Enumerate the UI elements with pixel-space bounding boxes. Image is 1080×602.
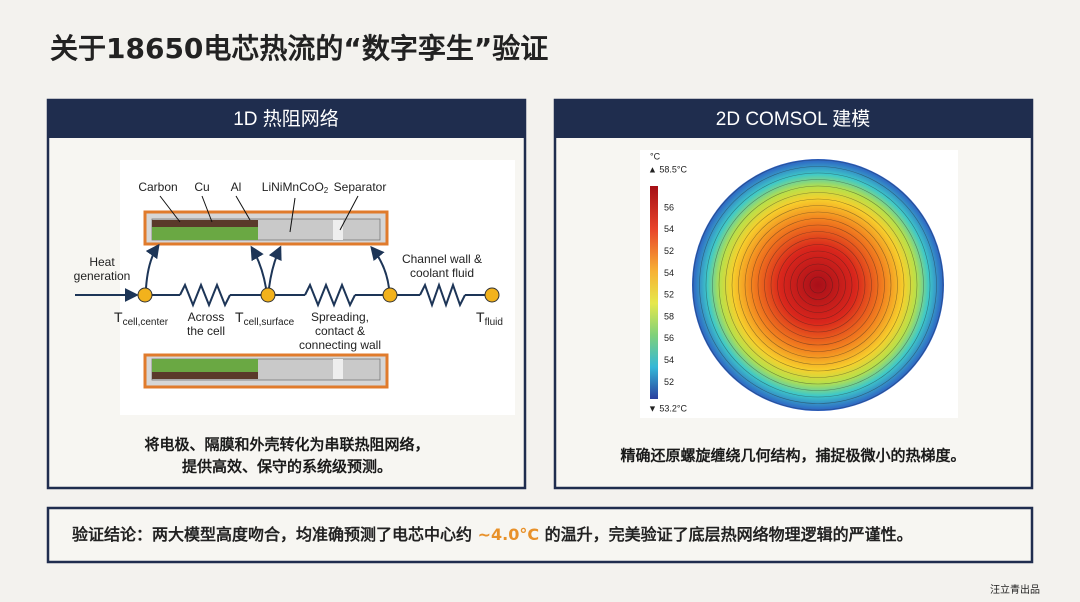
label: Channel wall & xyxy=(402,252,482,266)
left-header-bar xyxy=(48,100,525,138)
colorbar-tick-label: 54 xyxy=(664,355,674,365)
contour-ring xyxy=(712,179,924,391)
colorbar-tick-label: 52 xyxy=(664,246,674,256)
colorbar-min: ▼ 53.2°C xyxy=(648,403,688,413)
right-caption: 精确还原螺旋缠绕几何结构，捕捉极微小的热梯度。 xyxy=(620,447,965,465)
right-header: 2D COMSOL 建模 xyxy=(716,108,871,130)
contour-ring xyxy=(790,257,846,313)
label: coolant fluid xyxy=(410,266,474,280)
slide-title: 关于18650电芯热流的“数字孪生”验证 xyxy=(50,32,548,65)
right-header-bar xyxy=(555,100,1032,138)
contour-ring xyxy=(731,198,905,372)
colorbar-tick-label: 56 xyxy=(664,333,674,343)
contour-ring xyxy=(699,166,937,404)
contour-ring xyxy=(692,159,944,411)
label: Carbon xyxy=(138,180,177,194)
label: Separator xyxy=(334,180,387,194)
contour-ring xyxy=(809,276,827,294)
temperature-disc xyxy=(692,159,944,411)
colorbar-tick-label: 52 xyxy=(664,290,674,300)
colorbar-tick-label: 54 xyxy=(664,224,674,234)
left-caption: 将电极、隔膜和外壳转化为串联热阻网络， xyxy=(144,436,429,454)
label: Spreading, xyxy=(311,310,369,324)
footer: 汪立青出品 xyxy=(990,583,1040,596)
contour-ring xyxy=(796,263,840,307)
contour-ring xyxy=(705,172,931,398)
colorbar-tick-label: 52 xyxy=(664,377,674,387)
contour-ring xyxy=(751,218,885,352)
label: contact & xyxy=(315,324,365,338)
contour-ring xyxy=(757,224,879,346)
cu-layer xyxy=(152,372,258,379)
pointers xyxy=(159,195,359,233)
colorbar-tick-label: 58 xyxy=(664,311,674,321)
contour-ring xyxy=(770,237,866,333)
nodes xyxy=(137,287,500,303)
label: Across xyxy=(188,310,225,324)
colorbar-max: ▲ 58.5°C xyxy=(648,164,688,174)
circuit xyxy=(75,243,485,309)
colorbar xyxy=(650,186,658,399)
label: Heat xyxy=(89,255,115,269)
label: Tfluid xyxy=(476,309,503,328)
conclusion: 验证结论：两大模型高度吻合，均准确预测了电芯中心约 ~4.0°C 的温升，完美验… xyxy=(72,525,913,544)
contour-rings xyxy=(692,159,944,411)
label: generation xyxy=(74,269,131,283)
label: connecting wall xyxy=(299,338,381,352)
carbon-layer xyxy=(152,359,258,373)
label: LiNiMnCoO2 xyxy=(262,180,329,195)
conclusion-box xyxy=(46,506,1034,564)
label: Al xyxy=(231,180,242,194)
label: Tcell,surface xyxy=(235,309,295,328)
contour-ring xyxy=(738,205,898,365)
contour-ring xyxy=(725,192,911,378)
carbon-layer xyxy=(152,226,258,240)
cu-layer xyxy=(152,220,258,227)
colorbar-tick-label: 56 xyxy=(664,202,674,212)
colorbar-unit: °C xyxy=(650,151,661,161)
label: the cell xyxy=(187,324,225,338)
contour-ring xyxy=(764,231,872,339)
contour-ring xyxy=(718,185,918,385)
left-caption: 提供高效、保守的系统级预测。 xyxy=(182,458,392,476)
contour-ring xyxy=(777,244,859,326)
colorbar-tick-label: 54 xyxy=(664,268,674,278)
label: Cu xyxy=(194,180,209,194)
contour-ring xyxy=(744,211,892,359)
separator-layer xyxy=(333,220,343,240)
separator-layer xyxy=(333,359,343,379)
label: Tcell,center xyxy=(114,309,169,328)
contour-ring xyxy=(783,250,853,320)
left-header: 1D 热阻网络 xyxy=(233,108,339,130)
contour-ring xyxy=(803,270,833,300)
